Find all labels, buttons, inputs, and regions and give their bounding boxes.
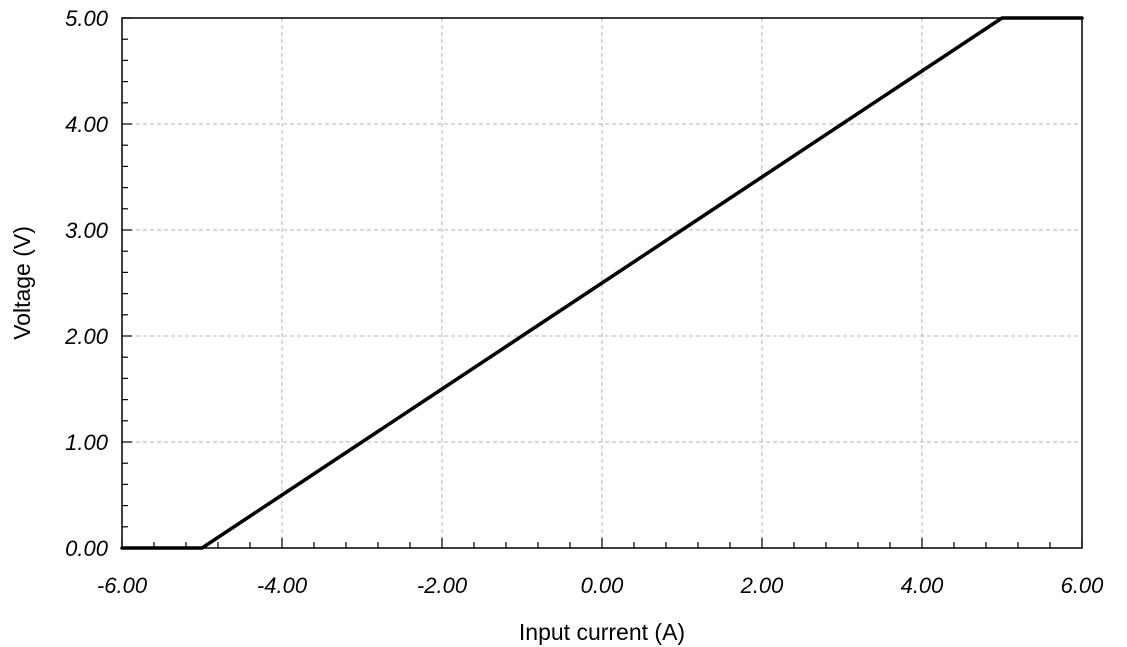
x-tick-label: -2.00 — [417, 573, 468, 598]
x-tick-label: -4.00 — [257, 573, 308, 598]
y-tick-label: 3.00 — [65, 218, 109, 243]
x-tick-label: 0.00 — [581, 573, 625, 598]
x-axis-label: Input current (A) — [519, 619, 685, 645]
plot-frame — [121, 17, 1083, 549]
x-tick-label: 4.00 — [901, 573, 945, 598]
x-tick-label: 6.00 — [1061, 573, 1105, 598]
y-tick-label: 1.00 — [65, 430, 109, 455]
y-tick-label: 5.00 — [65, 6, 109, 31]
grid — [122, 18, 1082, 548]
y-tick-labels: 0.00 1.00 2.00 3.00 4.00 5.00 — [64, 6, 109, 561]
x-tick-label: -6.00 — [97, 573, 148, 598]
x-tick-label: 2.00 — [740, 573, 785, 598]
series-layer — [120, 16, 1084, 550]
y-tick-label: 0.00 — [65, 536, 109, 561]
y-axis-label: Voltage (V) — [9, 226, 35, 340]
y-tick-label: 2.00 — [64, 324, 109, 349]
y-tick-label: 4.00 — [65, 112, 109, 137]
x-tick-labels: -6.00 -4.00 -2.00 0.00 2.00 4.00 6.00 — [97, 573, 1104, 598]
series-line — [120, 16, 1084, 550]
